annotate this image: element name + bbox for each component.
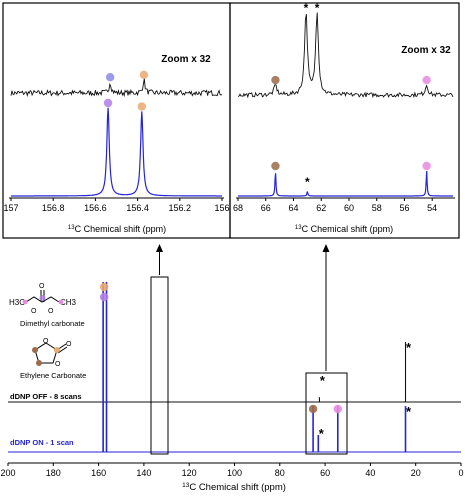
inset-right-peak-marker <box>271 75 280 85</box>
main-tick-label: 200 <box>0 468 15 478</box>
main-tick-label: 140 <box>136 468 151 478</box>
inset-right-peak-marker <box>271 161 280 171</box>
main-peak-marker <box>333 404 342 414</box>
ec-carbonyl-marker <box>54 347 60 353</box>
ethylene-carbonate-label: Ethylene Carbonate <box>20 371 86 380</box>
main-tick-label: 80 <box>275 468 285 478</box>
inset-left-peak-marker <box>103 98 113 108</box>
series-label-on: dDNP ON - 1 scan <box>10 438 74 447</box>
inset-left-xlabel-sup: 13 <box>68 225 75 231</box>
inset-left-panel: Zoom x 32 157 156.8 156.6 156.4 156.2 156 13C… <box>2 2 231 239</box>
inset-left-xlabel: 13C Chemical shift (ppm) <box>68 224 166 234</box>
inset-left-tick-label: 156 <box>214 203 229 213</box>
atom-o-left: O <box>31 308 37 315</box>
inset-left-tick-label: 157 <box>3 203 18 213</box>
series-label-off: dDNP OFF - 8 scans <box>10 392 82 401</box>
inset-right-spectrum-dnp-on <box>238 170 453 197</box>
inset-left-tick-label: 156.8 <box>42 203 65 213</box>
ec-atom-o-right: O <box>55 361 61 368</box>
inset-right-panel: Zoom x 32 68 66 64 62 60 58 56 54 * * * 13C Chemic… <box>229 1 460 239</box>
inset-right-spectrum-dnp-off <box>237 12 454 99</box>
main-spectrum: 200 180 160 140 120 100 80 60 40 20 0**** <box>0 282 464 478</box>
inset-left-xlabel-text: C Chemical shift (ppm) <box>75 224 167 234</box>
inset-right-tick-label: 54 <box>427 203 437 213</box>
inset-left-spectrum-dnp-off <box>10 78 223 98</box>
inset-right-asterisk: * <box>305 175 310 189</box>
inset-right-tick-label: 64 <box>288 203 298 213</box>
inset-left-tick-label: 156.4 <box>126 203 149 213</box>
main-peak-marker <box>99 282 109 292</box>
inset-right-peak-marker <box>422 75 431 85</box>
main-tick-label: 0 <box>458 468 463 478</box>
ec-atom-o-carbonyl: O <box>66 341 72 348</box>
main-tick-label: 40 <box>365 468 375 478</box>
dimethyl-carbonate-label: Dimethyl carbonate <box>20 319 85 328</box>
atom-o-carbonyl: O <box>39 283 45 290</box>
main-tick-label: 120 <box>182 468 197 478</box>
ec-ch2-marker-bottom <box>36 360 42 366</box>
inset-left-tick-label: 156.2 <box>169 203 192 213</box>
inset-left-frame <box>2 2 231 239</box>
inset-left-title: Zoom x 32 <box>161 54 211 65</box>
zoom-box-ethylene <box>305 372 348 455</box>
inset-right-frame <box>229 2 460 239</box>
inset-right-tick-label: 66 <box>261 203 271 213</box>
atom-o-right: O <box>48 308 54 315</box>
zoom-box-carbonyl <box>150 276 169 455</box>
main-tick-label: 20 <box>411 468 421 478</box>
dmc-bonds <box>25 296 60 303</box>
inset-left-spectrum-dnp-on <box>11 107 222 197</box>
ec-ring <box>34 342 58 364</box>
ec-atom-o-top: O <box>43 338 49 345</box>
main-peak-marker <box>308 404 318 414</box>
dimethyl-carbonate-structure: H3C O O O CH3 Dimethyl carbonate <box>9 283 85 328</box>
inset-right-xlabel-text: C Chemical shift (ppm) <box>302 224 394 234</box>
ethylene-carbonate-structure: O O O Ethylene Carbonate <box>20 338 86 380</box>
dmc-methyl-marker-right <box>58 299 64 305</box>
ec-carbonyl-bond2 <box>57 346 68 354</box>
main-xlabel-text: C Chemical shift (ppm) <box>189 482 286 493</box>
main-tick-label: 180 <box>46 468 61 478</box>
inset-right-peak-marker <box>422 161 431 171</box>
inset-right-tick-label: 56 <box>399 203 409 213</box>
ec-ch2-marker-left <box>32 347 38 353</box>
atom-ch3: CH3 <box>60 298 77 307</box>
main-peak-marker <box>99 292 109 302</box>
inset-left-peak-marker <box>139 70 149 80</box>
inset-right-asterisk: * <box>304 1 309 15</box>
main-tick-label: 60 <box>320 468 330 478</box>
dmc-carbonyl-marker <box>39 295 46 301</box>
inset-right-title: Zoom x 32 <box>401 45 451 56</box>
inset-right-xlabel: 13C Chemical shift (ppm) <box>295 224 393 234</box>
inset-right-tick-label: 68 <box>233 203 243 213</box>
inset-right-asterisk: * <box>315 1 320 15</box>
main-xlabel-sup: 13 <box>182 482 190 489</box>
main-asterisk: * <box>406 404 412 419</box>
main-tick-label: 160 <box>91 468 106 478</box>
inset-left-peak-marker <box>137 102 147 111</box>
main-tick-label: 100 <box>227 468 242 478</box>
zoom-arrow-ethylene <box>322 244 330 371</box>
main-asterisk: * <box>406 340 412 355</box>
inset-right-tick-label: 62 <box>316 203 326 213</box>
zoom-arrow-carbonyl <box>156 244 163 275</box>
atom-h3c: H3C <box>9 298 25 307</box>
main-asterisk: * <box>319 426 325 441</box>
dmc-methyl-marker-left <box>22 299 28 305</box>
inset-right-xlabel-sup: 13 <box>295 225 302 231</box>
main-asterisk: * <box>320 373 326 388</box>
main-xlabel: 13C Chemical shift (ppm) <box>182 482 286 494</box>
inset-right-tick-label: 60 <box>344 203 354 213</box>
inset-left-tick-label: 156.6 <box>84 203 107 213</box>
inset-left-peak-marker <box>105 73 115 82</box>
inset-right-tick-label: 58 <box>372 203 382 213</box>
